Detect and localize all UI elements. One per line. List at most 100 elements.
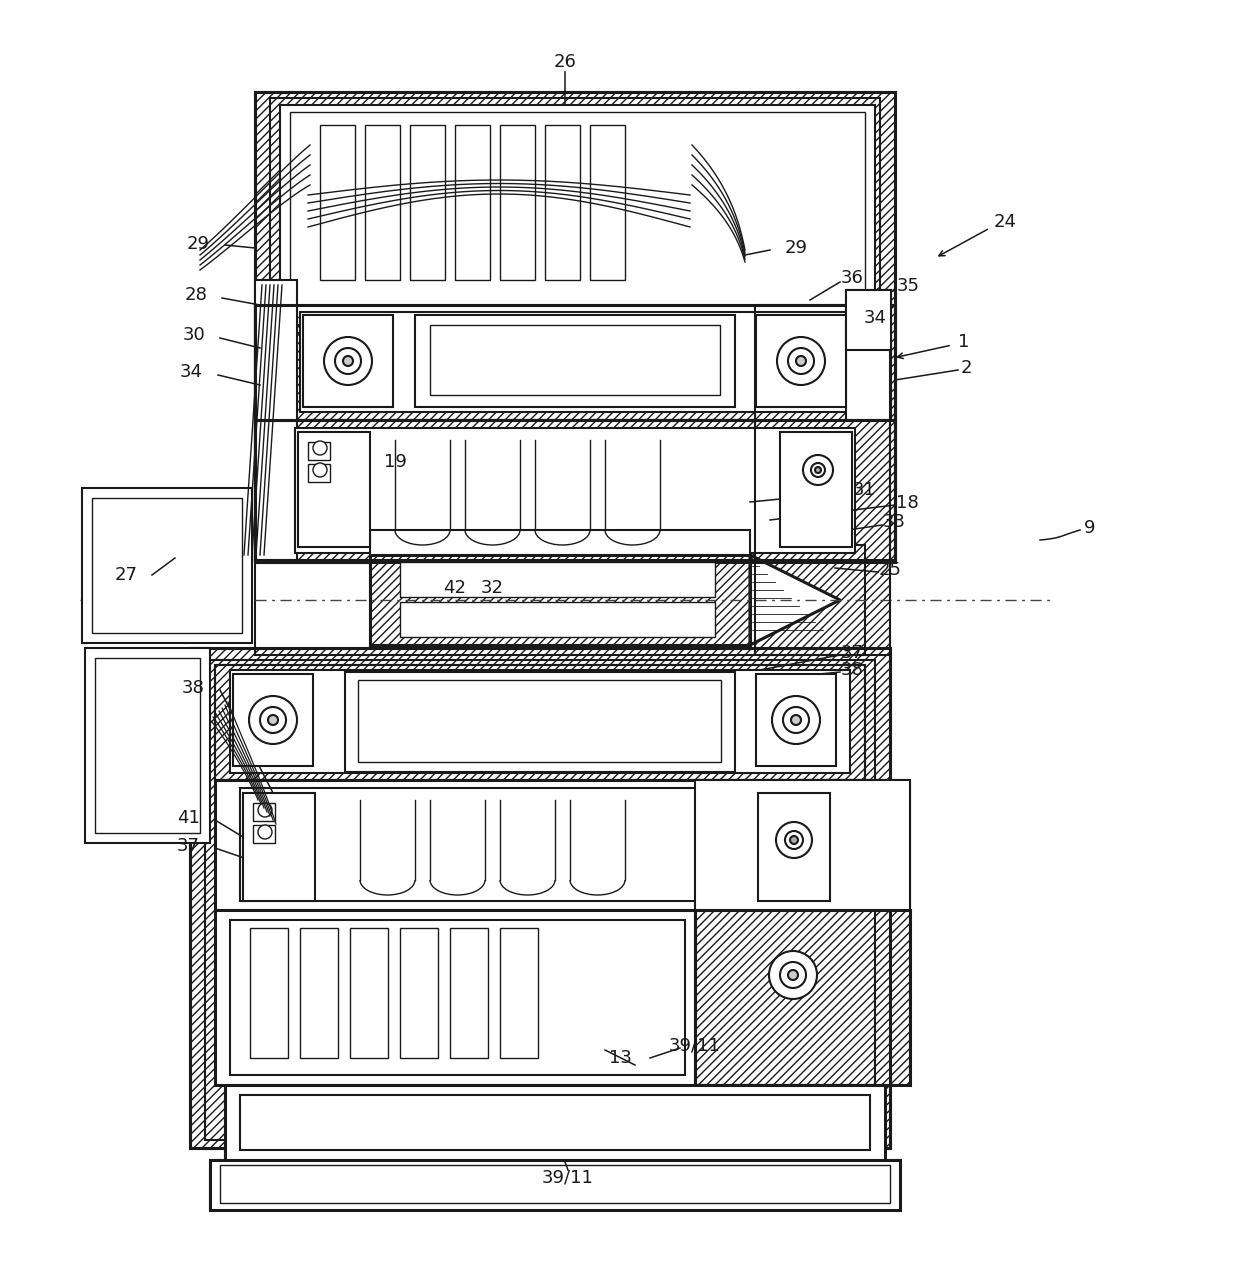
FancyBboxPatch shape [82,488,252,643]
FancyBboxPatch shape [233,675,312,766]
FancyBboxPatch shape [253,803,275,820]
Circle shape [796,356,806,366]
Text: 37: 37 [841,644,863,662]
FancyBboxPatch shape [224,1085,885,1160]
Circle shape [258,803,272,817]
Circle shape [335,347,361,374]
FancyBboxPatch shape [219,1165,890,1203]
Circle shape [343,356,353,366]
Circle shape [773,696,820,744]
Text: 37: 37 [177,837,200,855]
FancyBboxPatch shape [694,780,910,910]
Circle shape [258,825,272,839]
Text: 24: 24 [993,213,1017,231]
Text: 34: 34 [863,309,887,327]
FancyBboxPatch shape [86,648,210,843]
FancyBboxPatch shape [250,928,288,1058]
Circle shape [312,441,327,455]
Bar [255,420,895,560]
Circle shape [804,455,833,484]
Bar [430,325,720,396]
FancyBboxPatch shape [401,602,715,637]
Text: 30: 30 [182,326,205,344]
FancyBboxPatch shape [430,325,720,396]
FancyBboxPatch shape [303,314,393,407]
Text: 19: 19 [383,453,407,470]
FancyBboxPatch shape [546,126,580,280]
Text: 28: 28 [184,287,207,304]
FancyBboxPatch shape [253,825,275,843]
FancyBboxPatch shape [300,928,339,1058]
FancyBboxPatch shape [298,432,370,547]
Text: 38: 38 [182,678,205,697]
Bar [210,1160,900,1210]
Text: 39/11: 39/11 [542,1169,594,1187]
Bar [215,664,866,780]
FancyBboxPatch shape [229,670,849,773]
FancyBboxPatch shape [500,928,538,1058]
Text: 39/11: 39/11 [670,1037,720,1055]
FancyBboxPatch shape [241,1096,870,1150]
Bar [224,1085,885,1160]
Text: 35: 35 [897,276,920,295]
FancyBboxPatch shape [280,105,875,325]
Bar [358,680,720,762]
Circle shape [312,463,327,477]
Bar [694,910,910,1085]
Circle shape [249,696,298,744]
Text: 25: 25 [878,560,901,579]
Circle shape [811,463,825,477]
Text: 13: 13 [609,1049,631,1066]
FancyBboxPatch shape [215,780,866,910]
Circle shape [324,337,372,385]
FancyBboxPatch shape [758,792,830,902]
FancyBboxPatch shape [780,432,852,547]
Text: 29: 29 [187,235,210,254]
Circle shape [787,970,799,980]
Text: 33: 33 [883,514,905,531]
FancyBboxPatch shape [370,530,750,555]
Text: 38: 38 [841,661,863,678]
Text: 32: 32 [481,579,503,597]
Bar [370,555,750,645]
FancyBboxPatch shape [290,112,866,317]
Circle shape [815,467,821,473]
FancyBboxPatch shape [308,443,330,460]
Text: 1: 1 [959,333,970,351]
Circle shape [787,347,813,374]
Circle shape [780,962,806,988]
FancyBboxPatch shape [300,312,849,412]
Text: 41: 41 [177,809,200,827]
Text: 18: 18 [895,495,919,512]
Circle shape [769,951,817,999]
FancyBboxPatch shape [243,792,315,902]
FancyBboxPatch shape [320,126,355,280]
Circle shape [785,831,804,850]
Circle shape [776,822,812,858]
Text: 29: 29 [785,238,808,257]
Bar [415,314,735,407]
Bar [345,672,735,772]
Text: 2: 2 [960,359,972,377]
Text: 36: 36 [841,269,863,287]
FancyBboxPatch shape [500,126,534,280]
FancyBboxPatch shape [215,910,694,1085]
FancyBboxPatch shape [410,126,445,280]
FancyBboxPatch shape [846,290,892,350]
Text: 42: 42 [444,579,466,597]
FancyBboxPatch shape [308,464,330,482]
FancyBboxPatch shape [756,314,846,407]
Text: 31: 31 [853,481,875,500]
Bar [255,306,895,420]
FancyBboxPatch shape [756,675,836,766]
FancyBboxPatch shape [846,290,892,420]
FancyBboxPatch shape [590,126,625,280]
Circle shape [782,708,808,733]
Bar [694,780,910,910]
FancyBboxPatch shape [358,680,720,762]
Circle shape [777,337,825,385]
FancyBboxPatch shape [241,787,839,902]
Polygon shape [750,555,839,645]
FancyBboxPatch shape [350,928,388,1058]
FancyBboxPatch shape [455,126,490,280]
